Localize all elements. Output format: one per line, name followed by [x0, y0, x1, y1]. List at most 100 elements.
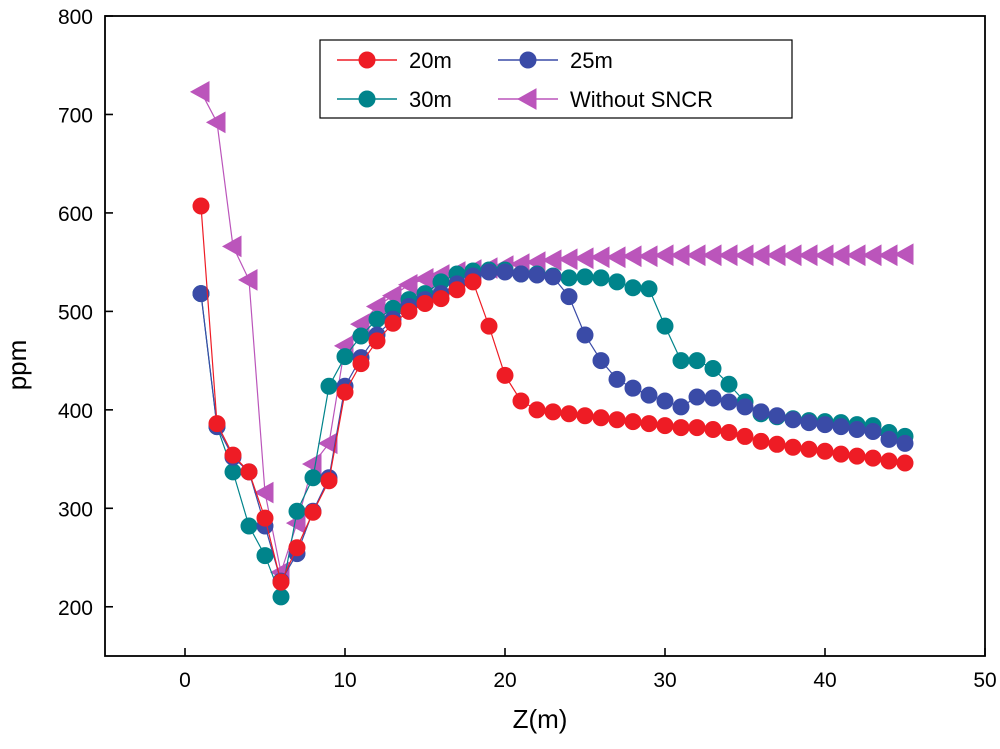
y-tick-label: 700: [58, 104, 93, 127]
legend-marker-25m: [519, 51, 537, 69]
data-point-20m: [720, 423, 738, 441]
data-point-20m: [784, 438, 802, 456]
data-point-25m: [784, 411, 802, 429]
data-point-30m: [592, 269, 610, 287]
data-point-25m: [720, 393, 738, 411]
y-tick-label: 400: [58, 400, 93, 423]
data-point-25m: [736, 398, 754, 416]
data-point-20m: [192, 197, 210, 215]
data-point-20m: [608, 411, 626, 429]
data-point-20m: [672, 419, 690, 437]
data-point-20m: [336, 383, 354, 401]
data-point-20m: [432, 290, 450, 308]
data-point-25m: [512, 265, 530, 283]
data-point-25m: [688, 388, 706, 406]
data-point-without-sncr: [189, 80, 210, 103]
data-point-20m: [560, 405, 578, 423]
data-point-20m: [464, 273, 482, 291]
x-tick-label: 30: [653, 669, 676, 692]
series-line-30m: [200, 269, 906, 600]
data-point-25m: [864, 423, 882, 441]
data-point-20m: [496, 366, 514, 384]
legend-marker-30m: [358, 90, 376, 108]
data-point-without-sncr: [237, 269, 258, 291]
data-point-25m: [560, 288, 578, 306]
data-point-20m: [736, 427, 754, 445]
data-point-20m: [848, 447, 866, 465]
data-point-25m: [752, 403, 770, 421]
data-point-25m: [624, 379, 642, 397]
y-tick-label: 300: [58, 498, 93, 521]
data-point-20m: [416, 295, 434, 313]
data-point-25m: [576, 326, 594, 344]
x-tick-label: 0: [179, 669, 191, 692]
data-point-25m: [544, 268, 562, 286]
series-group: [189, 80, 914, 606]
data-point-20m: [864, 449, 882, 467]
data-point-25m: [880, 430, 898, 448]
data-point-without-sncr: [573, 247, 594, 270]
data-point-without-sncr: [877, 244, 898, 267]
x-axis-title: Z(m): [513, 704, 568, 734]
data-point-25m: [832, 418, 850, 436]
data-point-30m: [240, 517, 258, 535]
data-point-without-sncr: [205, 111, 226, 134]
data-point-20m: [480, 317, 498, 335]
data-point-25m: [480, 263, 498, 281]
data-point-30m: [656, 317, 674, 335]
data-point-25m: [592, 352, 610, 370]
data-point-25m: [816, 416, 834, 434]
x-tick-labels: 0 10 20 30 40 50: [179, 669, 997, 692]
data-point-25m: [656, 392, 674, 410]
data-point-20m: [304, 503, 322, 521]
data-point-20m: [656, 417, 674, 435]
legend-marker-20m: [358, 51, 376, 69]
legend-item-without-sncr: Without SNCR: [498, 87, 713, 112]
data-point-20m: [240, 463, 258, 481]
data-point-20m: [768, 435, 786, 453]
data-point-30m: [576, 268, 594, 286]
series-20m: [192, 197, 914, 591]
legend-label: 30m: [409, 87, 452, 112]
data-point-30m: [720, 375, 738, 393]
legend-item-30m: 30m: [337, 87, 452, 112]
legend-label: Without SNCR: [570, 87, 713, 112]
data-point-without-sncr: [541, 249, 562, 272]
series-line-25m: [200, 271, 906, 583]
data-point-25m: [640, 386, 658, 404]
data-point-20m: [896, 454, 914, 472]
data-point-20m: [448, 281, 466, 299]
data-point-20m: [704, 421, 722, 439]
data-point-20m: [688, 419, 706, 437]
data-point-25m: [192, 285, 210, 303]
data-point-30m: [304, 469, 322, 487]
data-point-30m: [336, 348, 354, 366]
data-point-30m: [272, 588, 290, 606]
data-point-30m: [256, 547, 274, 565]
data-point-without-sncr: [317, 432, 338, 455]
data-point-25m: [672, 398, 690, 416]
y-tick-label: 200: [58, 597, 93, 620]
x-tick-label: 20: [493, 669, 516, 692]
data-point-30m: [320, 377, 338, 395]
y-axis-title: ppm: [2, 340, 32, 391]
data-point-25m: [896, 434, 914, 452]
x-tick-label: 40: [813, 669, 836, 692]
legend-item-20m: 20m: [337, 48, 452, 73]
data-point-20m: [640, 415, 658, 433]
data-point-without-sncr: [413, 268, 434, 290]
legend: 20m 25m 30m Without SNCR: [319, 39, 793, 119]
data-point-20m: [352, 355, 370, 373]
x-tick-label: 10: [333, 669, 356, 692]
data-point-20m: [832, 445, 850, 463]
data-point-20m: [576, 407, 594, 425]
legend-box: [319, 39, 793, 119]
data-point-20m: [880, 452, 898, 470]
legend-item-25m: 25m: [498, 48, 613, 73]
legend-label: 25m: [570, 48, 613, 73]
data-point-30m: [640, 280, 658, 298]
data-point-20m: [752, 432, 770, 450]
data-point-20m: [224, 446, 242, 464]
data-point-30m: [608, 273, 626, 291]
